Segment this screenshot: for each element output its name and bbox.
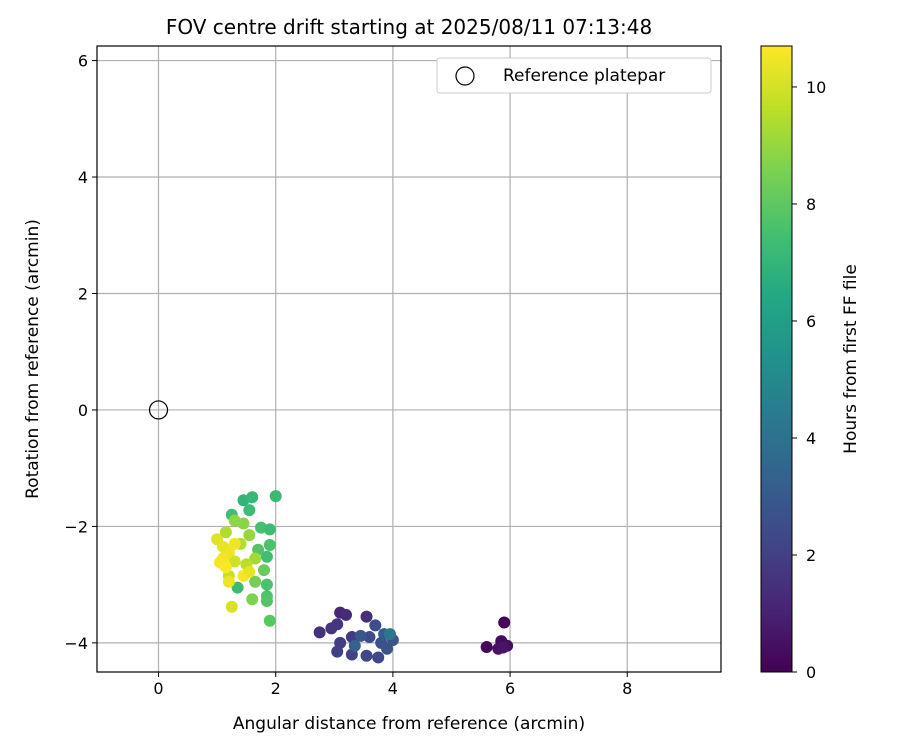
colorbar-tick-label: 10 bbox=[806, 78, 826, 97]
data-point bbox=[257, 564, 270, 577]
data-point bbox=[372, 651, 385, 664]
y-tick-label: −2 bbox=[64, 517, 88, 536]
legend-marker-circle-icon bbox=[455, 66, 475, 86]
data-point bbox=[225, 600, 238, 613]
data-point bbox=[228, 514, 241, 527]
data-point bbox=[363, 631, 376, 644]
data-point bbox=[231, 581, 244, 594]
data-point bbox=[331, 618, 344, 631]
colorbar-tick-label: 8 bbox=[806, 195, 816, 214]
data-point bbox=[260, 594, 273, 607]
data-point bbox=[354, 629, 367, 642]
colorbar-tick-label: 4 bbox=[806, 429, 816, 448]
data-point bbox=[246, 491, 259, 504]
data-point bbox=[331, 645, 344, 658]
plot-frame bbox=[96, 45, 722, 673]
y-tick-label: 2 bbox=[78, 284, 88, 303]
data-point bbox=[219, 526, 232, 539]
x-tick-label: 4 bbox=[388, 679, 398, 698]
data-point bbox=[340, 608, 353, 621]
data-point bbox=[243, 529, 256, 542]
data-point bbox=[246, 593, 259, 606]
data-point bbox=[260, 578, 273, 591]
data-point bbox=[348, 639, 361, 652]
data-point bbox=[313, 626, 326, 639]
colorbar-ticks: 0 2 4 6 8 10 bbox=[792, 78, 826, 682]
data-point bbox=[498, 616, 511, 629]
data-point bbox=[222, 575, 235, 588]
data-point bbox=[269, 490, 282, 503]
data-point bbox=[260, 550, 273, 563]
x-axis-ticks: 0 2 4 6 8 bbox=[153, 672, 632, 698]
data-point bbox=[243, 565, 256, 578]
reference-platepar-marker bbox=[148, 400, 169, 420]
data-point bbox=[228, 555, 241, 568]
colorbar: 0 2 4 6 8 10 Hours from first FF file bbox=[760, 45, 861, 682]
x-axis-label: Angular distance from reference (arcmin) bbox=[233, 714, 585, 734]
data-point bbox=[263, 614, 276, 627]
data-point bbox=[381, 642, 394, 655]
chart-title: FOV centre drift starting at 2025/08/11 … bbox=[166, 15, 652, 39]
data-point bbox=[228, 537, 241, 550]
data-point bbox=[263, 539, 276, 552]
y-tick-label: 4 bbox=[78, 168, 88, 187]
data-point bbox=[360, 649, 373, 662]
legend-box bbox=[436, 57, 712, 94]
colorbar-label: Hours from first FF file bbox=[841, 264, 861, 454]
colorbar-tick-label: 2 bbox=[806, 546, 816, 565]
data-point bbox=[383, 628, 396, 641]
grid-lines bbox=[97, 46, 721, 672]
data-point bbox=[249, 575, 262, 588]
colorbar-gradient bbox=[760, 45, 793, 673]
data-point bbox=[369, 619, 382, 632]
reference-marker bbox=[148, 400, 169, 420]
data-point bbox=[360, 610, 373, 623]
data-point bbox=[497, 641, 510, 654]
x-tick-label: 0 bbox=[153, 679, 163, 698]
data-point bbox=[263, 523, 276, 536]
data-point bbox=[480, 640, 493, 653]
x-tick-label: 6 bbox=[505, 679, 515, 698]
y-tick-label: −4 bbox=[64, 634, 88, 653]
y-tick-label: 0 bbox=[78, 401, 88, 420]
data-point bbox=[219, 561, 232, 574]
y-axis-ticks: −4 −2 0 2 4 6 bbox=[64, 52, 97, 653]
y-axis-label: Rotation from reference (arcmin) bbox=[23, 219, 43, 499]
colorbar-tick-label: 0 bbox=[806, 663, 816, 682]
legend: Reference platepar bbox=[436, 57, 712, 94]
y-tick-label: 6 bbox=[78, 52, 88, 71]
data-points bbox=[211, 490, 514, 664]
legend-label: Reference platepar bbox=[503, 66, 665, 86]
x-tick-label: 2 bbox=[271, 679, 281, 698]
x-tick-label: 8 bbox=[622, 679, 632, 698]
colorbar-tick-label: 6 bbox=[806, 312, 816, 331]
data-point bbox=[243, 504, 256, 517]
data-point bbox=[249, 552, 262, 565]
